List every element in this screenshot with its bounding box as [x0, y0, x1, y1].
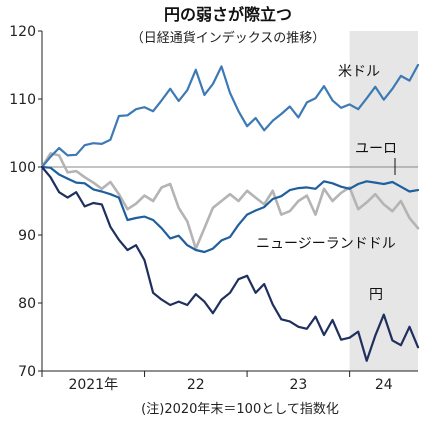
x-tick-label: 23 — [289, 377, 307, 393]
y-tick-label: 90 — [18, 228, 36, 244]
y-tick-label: 80 — [18, 296, 36, 312]
series-line-nzd — [40, 152, 420, 250]
series-line-jpy — [40, 165, 420, 362]
y-tick-label: 120 — [9, 24, 36, 40]
chart-subtitle: （日経通貨インデックスの推移） — [131, 30, 326, 46]
series-line-eur — [40, 165, 420, 254]
series-layer — [40, 63, 420, 362]
chart-title: 円の弱さが際立つ — [164, 5, 292, 24]
y-tick-label: 70 — [18, 364, 36, 380]
x-tick-label: 22 — [187, 377, 205, 393]
shaded-2024-region — [349, 31, 418, 371]
chart-note: (注)2020年末＝100として指数化 — [141, 402, 339, 417]
label-eur: ユーロ — [355, 141, 397, 157]
label-nzd: ニュージーランドドル — [256, 236, 396, 252]
x-tick-label: 2021年 — [68, 377, 118, 393]
y-tick-label: 100 — [9, 160, 36, 176]
x-axis: 2021年 22 23 24 — [41, 370, 418, 393]
x-tick-label: 24 — [375, 377, 393, 393]
series-line-usd — [40, 63, 420, 169]
label-jpy: 円 — [369, 287, 383, 303]
y-axis: 70 80 90 100 110 120 — [9, 24, 43, 380]
label-usd: 米ドル — [338, 64, 380, 80]
y-tick-label: 110 — [9, 92, 36, 108]
